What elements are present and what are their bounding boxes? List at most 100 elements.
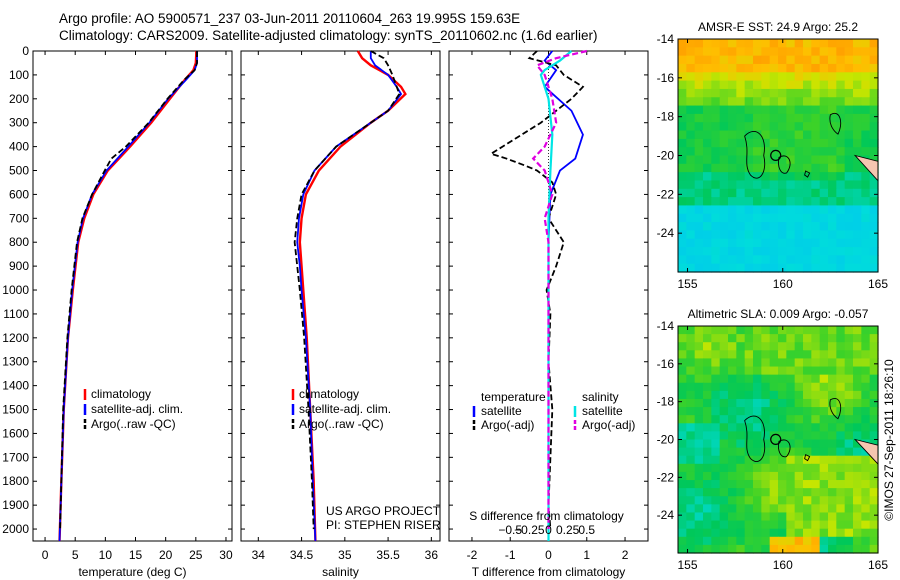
map-cell	[786, 471, 796, 481]
map-cell	[853, 55, 862, 65]
map-cell	[836, 431, 846, 441]
map-cell	[753, 512, 762, 522]
map-cell	[753, 72, 762, 82]
map-cell	[711, 536, 721, 546]
map-cell	[678, 488, 687, 497]
map-cell	[769, 447, 779, 457]
map-cell	[753, 188, 762, 198]
map-cell	[786, 72, 796, 82]
map-cell	[869, 197, 879, 207]
map-cell	[678, 172, 687, 182]
map-cell	[753, 544, 762, 554]
map-cell	[694, 80, 704, 90]
map-cell	[811, 407, 821, 416]
map-cell	[844, 512, 854, 522]
map-cell	[844, 138, 854, 148]
y-tick-label: 700	[9, 211, 29, 225]
map-cell	[744, 366, 754, 376]
temperature-plot-frame	[32, 50, 233, 542]
map-cell	[869, 205, 879, 215]
map-cell	[819, 238, 829, 248]
map-cell	[844, 471, 854, 481]
map-cell	[711, 415, 721, 424]
map-cell	[694, 47, 704, 57]
map-cell	[836, 238, 846, 248]
map-cell	[861, 47, 871, 57]
map-cell	[728, 172, 737, 182]
map-cell	[778, 188, 787, 198]
map-cell	[703, 358, 712, 368]
map-cell	[694, 213, 704, 223]
map-cell	[728, 536, 737, 546]
map-cell	[853, 528, 862, 538]
map-cell	[828, 382, 837, 392]
map-cell	[778, 205, 787, 215]
map-cell	[853, 447, 862, 457]
map-cell	[703, 39, 712, 48]
map-cell	[861, 423, 871, 432]
map-cell	[728, 342, 737, 351]
map-cell	[719, 88, 729, 98]
map-cell	[728, 471, 737, 481]
map-cell	[753, 213, 762, 223]
map-cell	[786, 463, 796, 473]
map-cell	[744, 471, 754, 481]
map-cell	[836, 230, 846, 240]
map-cell	[811, 130, 821, 140]
map-cell	[803, 247, 812, 256]
map-cell	[711, 180, 721, 190]
map-cell	[678, 496, 687, 505]
map-cell	[794, 97, 804, 107]
map-cell	[728, 496, 737, 505]
map-cell	[828, 431, 837, 441]
map-cell	[811, 455, 821, 465]
map-cell	[853, 238, 862, 248]
map-cell	[694, 512, 704, 522]
y-tick-label: 1100	[3, 307, 29, 321]
map-cell	[811, 471, 821, 481]
map-cell	[719, 334, 729, 343]
map-cell	[728, 105, 737, 115]
map-cell	[686, 350, 696, 360]
map-cell	[753, 238, 762, 248]
map-cell	[753, 374, 762, 384]
map-cell	[786, 544, 796, 554]
map-cell	[869, 374, 879, 384]
map-cell	[711, 47, 721, 57]
map-cell	[728, 88, 737, 98]
map-cell	[778, 431, 787, 441]
x-tick-label: 34.5	[290, 548, 314, 562]
map-cell	[836, 463, 846, 473]
map-cell	[844, 374, 854, 384]
x-tick-label: -1	[505, 548, 516, 562]
map-cell	[844, 455, 854, 465]
map-cell	[828, 63, 837, 73]
map-cell	[811, 480, 821, 489]
map-cell	[686, 512, 696, 522]
map-cell	[853, 122, 862, 132]
map-cell	[703, 528, 712, 538]
map-cell	[769, 463, 779, 473]
map-cell	[686, 80, 696, 90]
map-cell	[861, 390, 871, 400]
map-cell	[861, 238, 871, 248]
map-cell	[761, 374, 771, 384]
map-cell	[744, 88, 754, 98]
map-cell	[703, 213, 712, 223]
map-cell	[736, 423, 746, 432]
map-cell	[836, 147, 846, 157]
map-cell	[794, 138, 804, 148]
map-cell	[711, 97, 721, 107]
map-cell	[853, 138, 862, 148]
map-cell	[753, 47, 762, 57]
map-cell	[778, 342, 787, 351]
map-cell	[828, 423, 837, 432]
map-cell	[836, 512, 846, 522]
map-cell	[736, 398, 746, 408]
reef-contour	[804, 453, 811, 462]
map-cell	[861, 544, 871, 554]
map-cell	[869, 382, 879, 392]
map-cell	[719, 407, 729, 416]
map-cell	[828, 334, 837, 343]
map-cell	[744, 504, 754, 514]
